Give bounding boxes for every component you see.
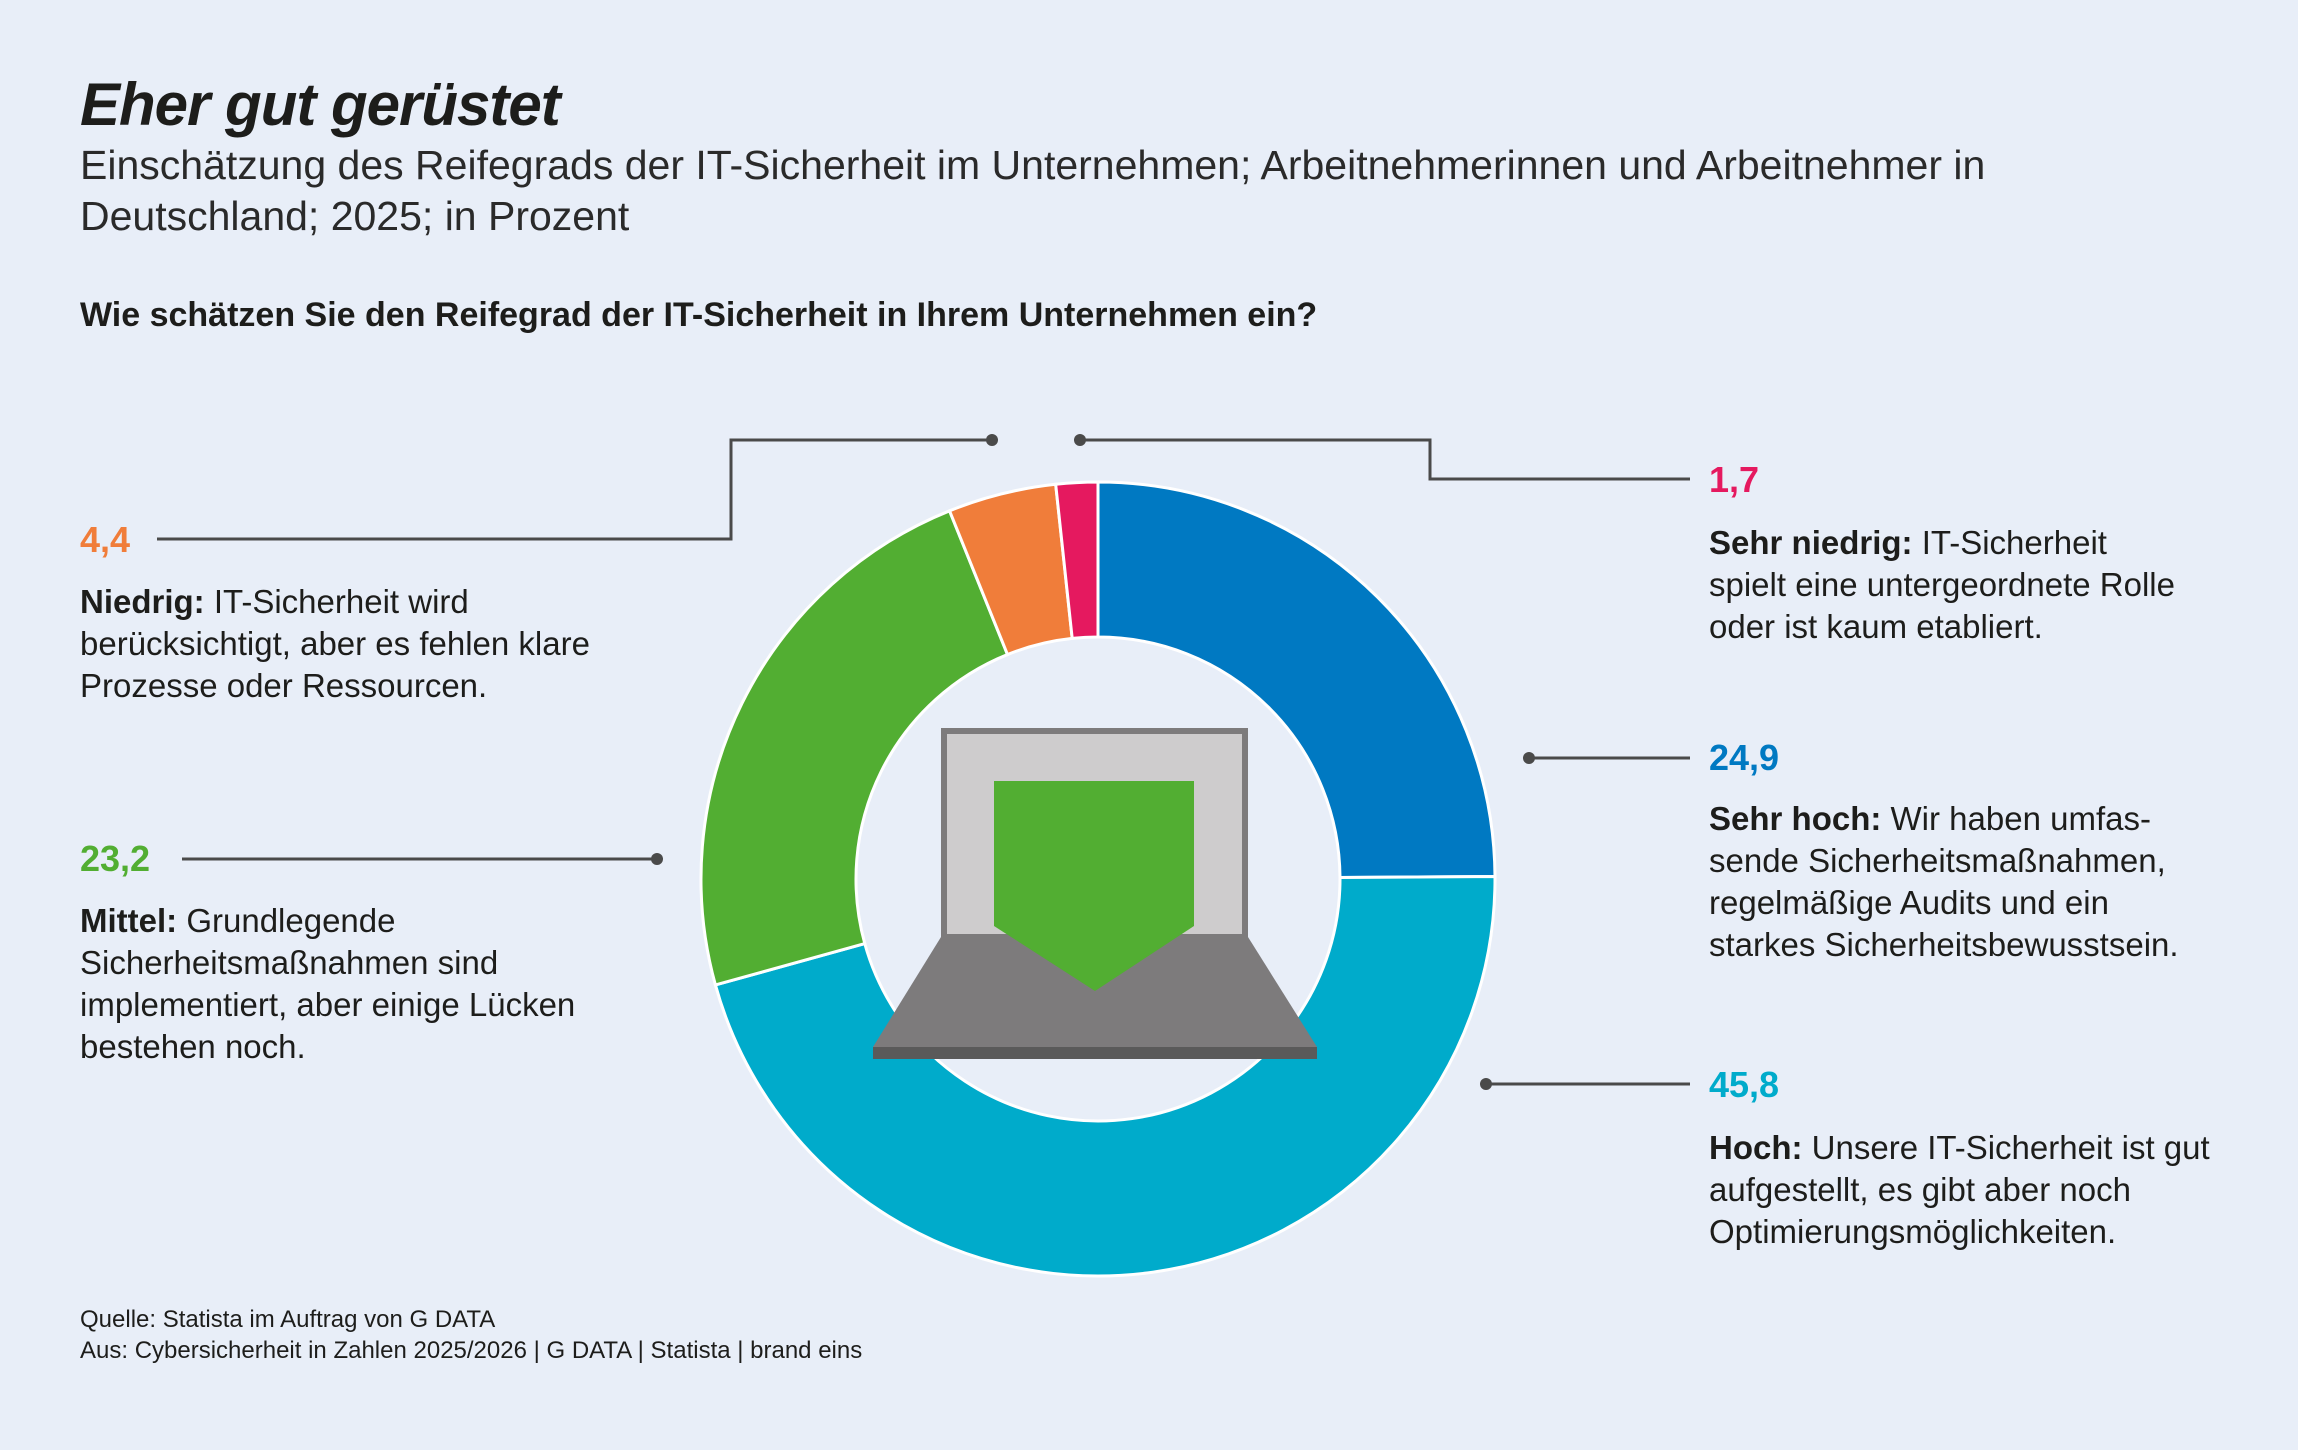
value-label-hoch: 45,8 [1709, 1064, 1780, 1105]
donut-slice-sehr-niedrig [1054, 480, 1100, 641]
leader-dot-niedrig [986, 434, 998, 446]
description-sehr-hoch: Sehr hoch: Wir haben umfas-sende Sicherh… [1709, 798, 2219, 966]
description-hoch: Hoch: Unsere IT-Sicherheit ist gut aufge… [1709, 1127, 2239, 1253]
laptop-shield-icon [873, 728, 1317, 1059]
publication-note: Aus: Cybersicherheit in Zahlen 2025/2026… [80, 1337, 863, 1364]
category-text: Unsere IT-Sicherheit ist gut aufgestellt… [1709, 1129, 2210, 1250]
description-mittel: Mittel: Grundlegende Sicherheitsmaßnahme… [80, 900, 600, 1068]
description-niedrig: Niedrig: IT-Sicherheit wird berücksichti… [80, 581, 600, 707]
value-label-sehr-niedrig: 1,7 [1709, 459, 1760, 500]
chart-subtitle: Einschätzung des Reifegrads der IT-Siche… [80, 142, 1986, 239]
leader-dot-sehr-hoch [1523, 752, 1535, 764]
leader-dot-sehr-niedrig [1074, 434, 1086, 446]
footer: Quelle: Statista im Auftrag von G DATA A… [80, 1304, 862, 1366]
value-label-niedrig: 4,4 [80, 519, 131, 560]
category-name: Niedrig: [80, 583, 205, 620]
value-label-sehr-hoch: 24,9 [1709, 737, 1780, 778]
category-name: Sehr niedrig: [1709, 524, 1913, 561]
description-sehr-niedrig: Sehr niedrig: IT-Sicherheit spielt eine … [1709, 522, 2189, 648]
category-text: Wir haben umfas-sende Sicherheitsmaßnahm… [1709, 800, 2179, 963]
source-note: Quelle: Statista im Auftrag von G DATA [80, 1306, 496, 1333]
leader-line-niedrig [157, 438, 992, 541]
leader-line-sehr-niedrig [1080, 438, 1690, 481]
category-text: Grundlegende Sicherheitsmaßnahmen sind i… [80, 902, 576, 1065]
chart-title: Eher gut gerüstet [80, 71, 561, 138]
category-text: IT-Sicherheit wird berücksichtigt, aber … [80, 583, 590, 704]
survey-question: Wie schätzen Sie den Reifegrad der IT-Si… [80, 296, 1318, 334]
category-text: IT-Sicherheit spielt eine untergeordnete… [1709, 524, 2175, 645]
donut-slice-sehr-hoch [1096, 480, 1497, 879]
leader-dot-mittel [651, 853, 663, 865]
category-name: Sehr hoch: [1709, 800, 1882, 837]
donut-slice-mittel [699, 508, 1010, 987]
category-name: Hoch: [1709, 1129, 1803, 1166]
value-label-mittel: 23,2 [80, 838, 151, 879]
category-name: Mittel: [80, 902, 178, 939]
leader-dot-hoch [1480, 1078, 1492, 1090]
donut-slice-hoch [713, 874, 1497, 1278]
